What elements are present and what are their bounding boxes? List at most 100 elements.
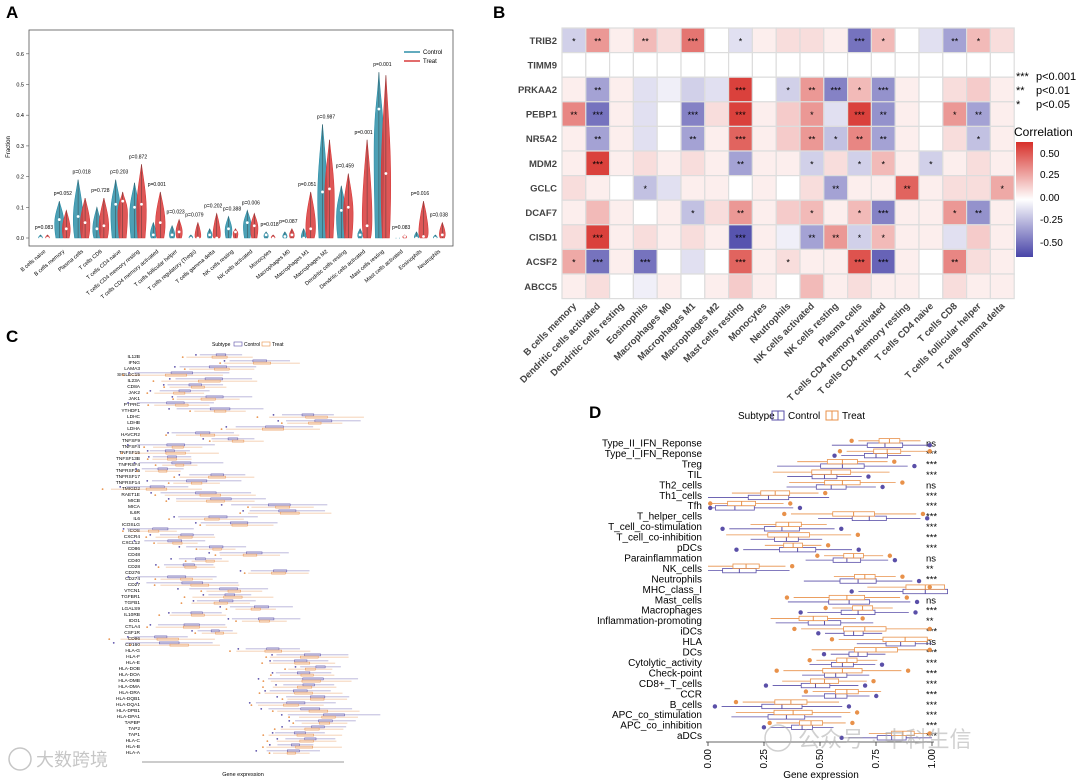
heatmap-cell-stars: * (929, 159, 933, 169)
heatmap-cell-stars: * (810, 159, 814, 169)
panel-c-outlier (229, 650, 231, 652)
heatmap-cell-stars: ** (594, 135, 602, 145)
heatmap-cell (870, 273, 896, 300)
colorbar-tick-5: -0.50 (1040, 238, 1063, 249)
heatmap-cell-stars: ** (594, 36, 602, 46)
panel-c-box (275, 505, 290, 509)
heatmap-cell (751, 273, 777, 300)
panel-c-box (264, 649, 283, 653)
panel-c-outlier (152, 380, 155, 382)
heatmap-cell (918, 248, 944, 275)
panel-a-violin-median (114, 202, 118, 206)
panel-a-violin-median (39, 236, 42, 240)
heatmap-cell (775, 125, 801, 152)
panel-d-outlier (860, 616, 865, 621)
panel-d-xticks: 0.00 0.25 0.50 0.75 1.00 (703, 742, 938, 768)
panel-d-outlier (815, 553, 820, 558)
heatmap-cell-stars: *** (592, 233, 603, 243)
sig-legend-stars-2: ** (1016, 85, 1025, 97)
heatmap-cell-stars: * (691, 209, 695, 219)
panel-a-yaxis: 0.0 0.1 0.2 0.3 0.4 0.5 0.6 (16, 52, 29, 242)
panel-c-outlier (178, 474, 181, 476)
panel-d-xtick-label: 0.50 (815, 749, 826, 769)
panel-d-outlier (927, 647, 932, 652)
panel-c-gene-label: TNFRSF14 (116, 480, 141, 486)
panel-c-box (308, 421, 322, 425)
heatmap-cell (561, 175, 587, 201)
heatmap-cell (751, 224, 777, 251)
panel-c-outlier (268, 744, 271, 746)
panel-c-outlier (239, 512, 242, 514)
heatmap-cell (918, 76, 944, 103)
heatmap-cell (751, 175, 777, 201)
panel-d-outlier (892, 557, 898, 563)
panel-c-outlier (292, 722, 295, 724)
heatmap-cell (846, 51, 872, 78)
heatmap-cell-stars: ** (880, 135, 888, 145)
panel-c-box (191, 385, 205, 389)
panel-c-gene-label: TGFBR1 (121, 594, 140, 600)
panel-b-colorbar: Correlation 0.50 0.25 0.00 -0.25 -0.50 (1014, 125, 1073, 257)
heatmap-cell (989, 76, 1015, 103)
panel-c-gene-label: TNFSF4 (122, 444, 140, 450)
heatmap-cell (680, 76, 706, 103)
heatmap-cell (799, 248, 825, 275)
heatmap-cell (704, 224, 730, 251)
heatmap-cell (894, 199, 920, 226)
panel-c-outlier (275, 684, 277, 686)
panel-c-outlier (126, 636, 129, 638)
panel-d-outlier (797, 505, 803, 511)
panel-a-violin-median (384, 172, 388, 175)
heatmap-cell (918, 224, 944, 251)
heatmap-cell-stars: *** (735, 135, 746, 145)
panel-c-outlier (146, 450, 149, 452)
heatmap-cell (894, 76, 920, 103)
panel-c-box (178, 535, 193, 539)
panel-c-legend-title: Subtype (212, 342, 231, 348)
panel-c-gene-label: IFNG (129, 360, 141, 366)
panel-c-box (227, 589, 241, 593)
panel-d-outlier (708, 501, 713, 506)
panel-d-significance: ns (926, 480, 936, 491)
heatmap-cell-stars: ** (808, 86, 816, 96)
panel-c-xlabel: Gene expression (222, 772, 264, 778)
heatmap-cell (656, 125, 682, 152)
heatmap-cell (989, 248, 1015, 275)
panel-c-gene-label: IL12B (127, 354, 140, 360)
panel-d-outlier (855, 532, 861, 538)
panel-a-pvalue: p=0.051 (298, 182, 316, 188)
heatmap-cell (561, 273, 587, 300)
heatmap-cell-stars: * (977, 135, 981, 145)
panel-c-legend-treat: Treat (272, 342, 284, 348)
panel-d-xtick-label: 1.00 (927, 749, 938, 769)
panel-a-violin-median (422, 235, 425, 238)
panel-c-outlier (280, 422, 283, 424)
panel-c-outlier (192, 600, 195, 602)
panel-c-box (199, 493, 221, 497)
panel-a-pvalue: p=0.079 (185, 213, 203, 219)
panel-a-violin-median (57, 218, 61, 221)
panel-d-significance: *** (926, 627, 937, 638)
panel-c-outlier (195, 548, 198, 550)
panel-d-outlier (829, 637, 835, 642)
panel-c-gene-label: TNFSF15 (119, 450, 140, 456)
panel-a-violin-median (328, 187, 331, 191)
panel-c-outlier (173, 476, 176, 478)
panel-c-box (250, 607, 261, 611)
heatmap-cell-stars: *** (688, 36, 699, 46)
panel-c-outlier (220, 504, 223, 506)
heatmap-cell (656, 273, 682, 300)
heatmap-cell (775, 273, 801, 300)
panel-c-outlier (119, 486, 122, 488)
heatmap-cell (751, 150, 777, 177)
panel-a-pvalue: p=0.083 (35, 225, 53, 231)
colorbar-tick-3: 0.00 (1040, 193, 1060, 204)
heatmap-cell-stars: *** (735, 258, 746, 268)
panel-c-gene-label: CXCL12 (122, 540, 140, 546)
panel-c: C Subtype Control Treat IL12BIFNGLAMA3SI… (6, 327, 381, 778)
panel-d-category-label: DCs (683, 648, 702, 659)
panel-d-outlier (862, 683, 868, 688)
panel-d-significance: ns (926, 637, 936, 648)
panel-c-box (242, 553, 258, 557)
heatmap-cell-stars: ** (880, 110, 888, 120)
